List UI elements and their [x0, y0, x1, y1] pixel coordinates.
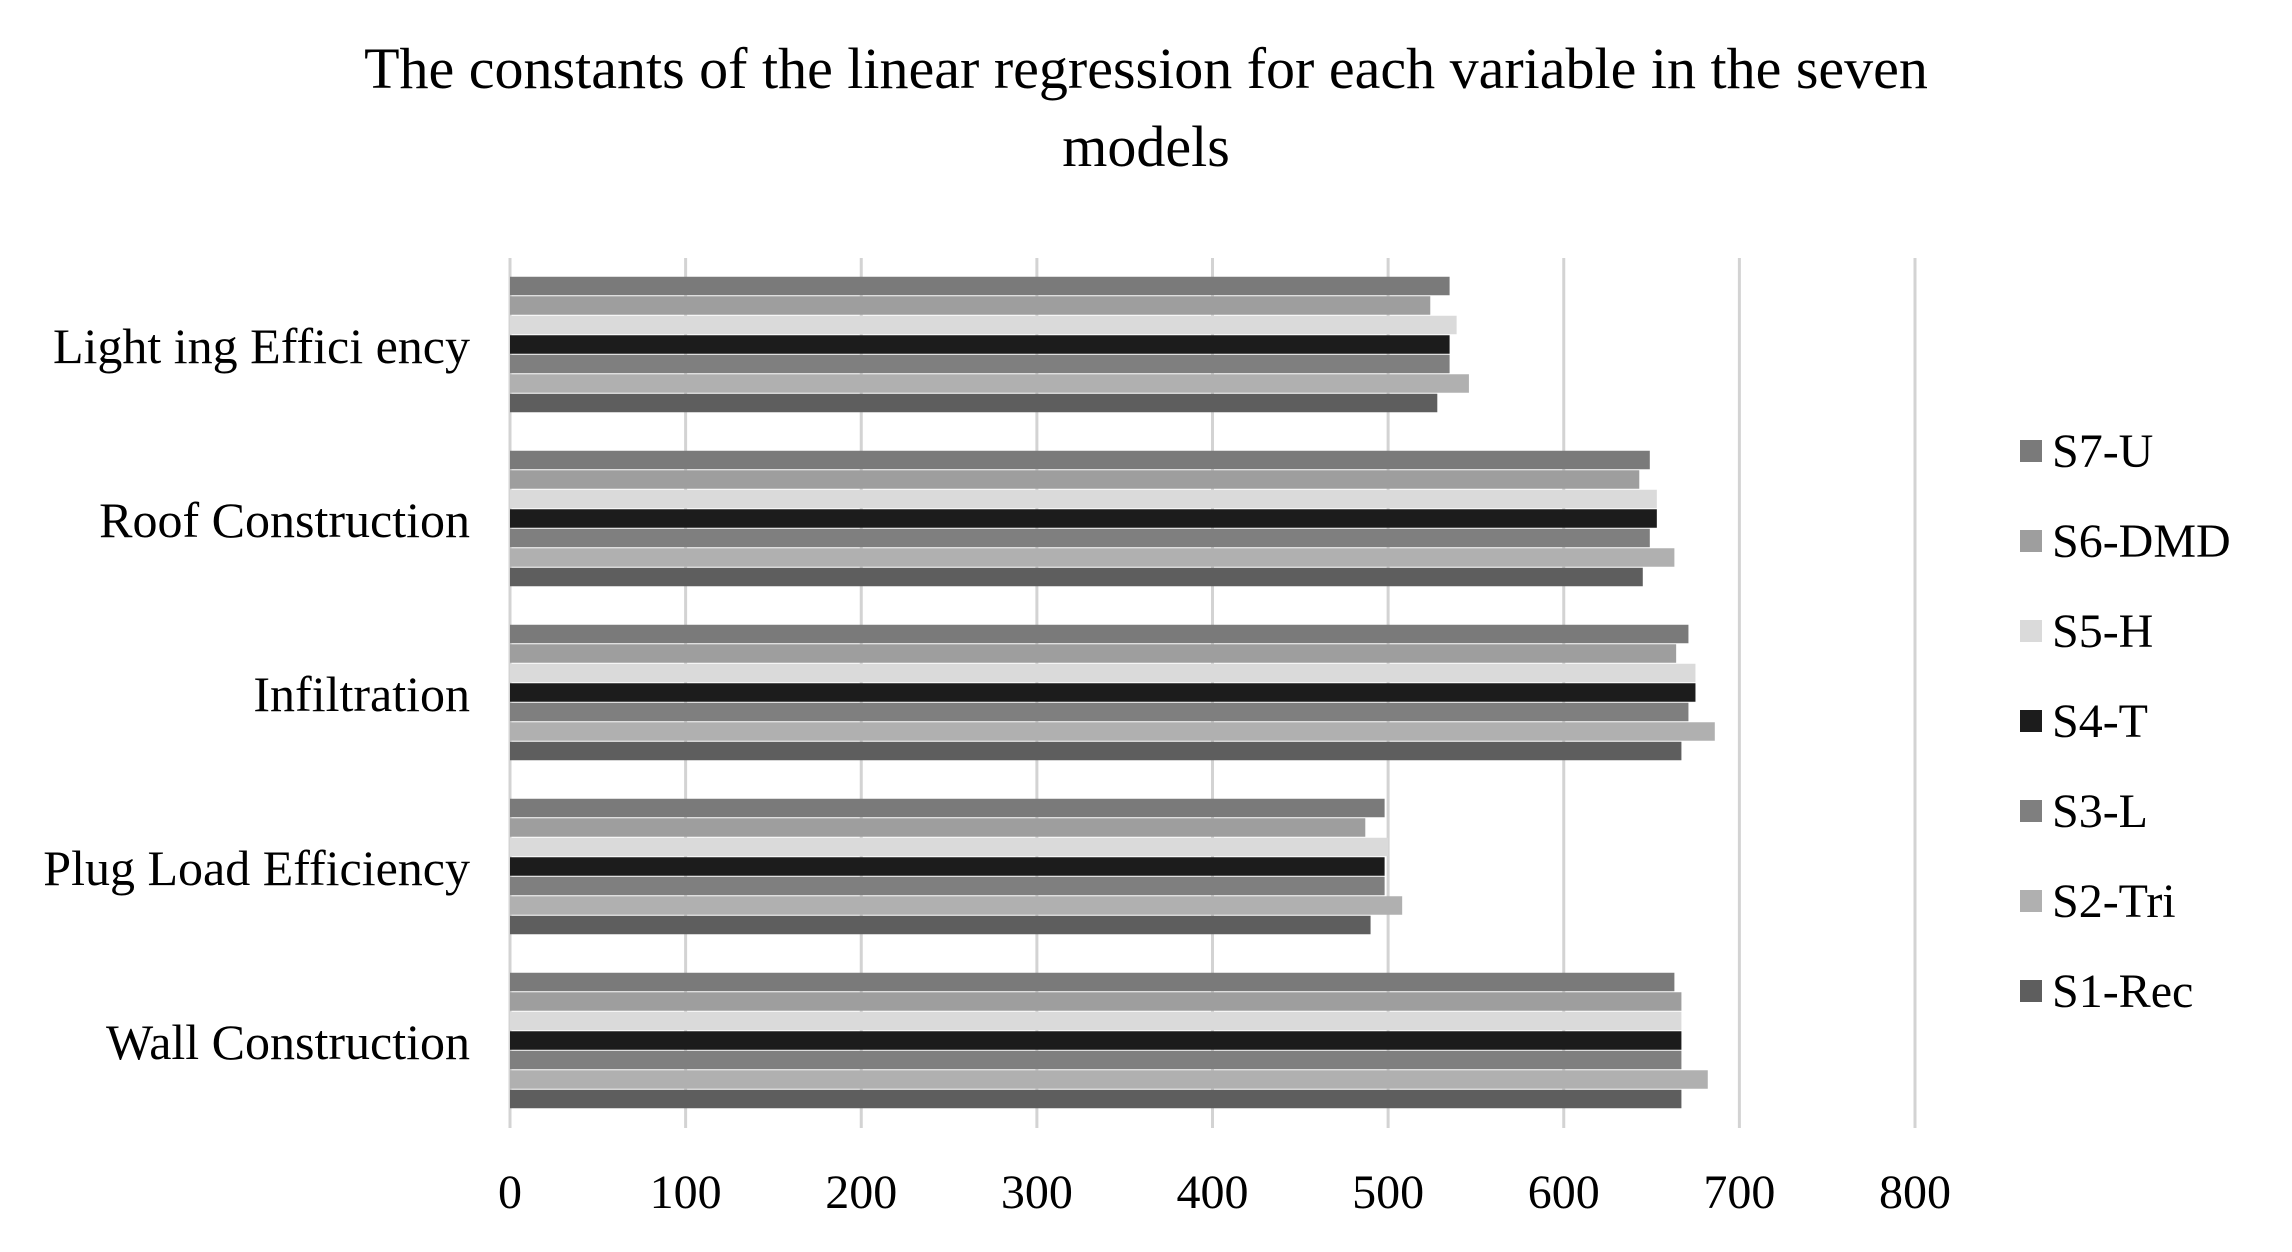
bar-s3-l-1 — [510, 528, 1650, 548]
bar-s2-tri-1 — [510, 548, 1675, 567]
bar-s1-rec-4 — [510, 1089, 1682, 1109]
legend-swatch-s7-u — [2020, 440, 2042, 462]
category-label-1: Roof Construction — [99, 492, 470, 548]
bar-s3-l-0 — [510, 354, 1450, 374]
chart-title-line-1: The constants of the linear regression f… — [364, 36, 1928, 101]
chart-title: The constants of the linear regression f… — [0, 30, 2292, 186]
bar-s7-u-1 — [510, 450, 1650, 470]
bar-s6-dmd-1 — [510, 470, 1640, 489]
x-tick-label-500: 500 — [1352, 1166, 1424, 1219]
bar-s5-h-2 — [510, 663, 1696, 683]
x-tick-label-0: 0 — [498, 1166, 522, 1219]
bar-s6-dmd-0 — [510, 296, 1431, 315]
bar-s4-t-0 — [510, 335, 1450, 354]
bar-s5-h-3 — [510, 837, 1389, 857]
bar-s1-rec-0 — [510, 393, 1438, 413]
category-label-4: Wall Construction — [106, 1014, 470, 1070]
bar-s6-dmd-3 — [510, 818, 1366, 837]
x-tick-label-100: 100 — [650, 1166, 722, 1219]
bar-s2-tri-0 — [510, 374, 1469, 393]
legend-label-s4-t: S4-T — [2052, 695, 2148, 748]
category-label-3: Plug Load Efficiency — [43, 840, 470, 896]
bar-s7-u-0 — [510, 276, 1450, 296]
bar-s5-h-4 — [510, 1011, 1682, 1031]
bar-s4-t-4 — [510, 1031, 1682, 1050]
legend-label-s5-h: S5-H — [2052, 605, 2153, 658]
x-tick-label-700: 700 — [1703, 1166, 1775, 1219]
legend-label-s3-l: S3-L — [2052, 785, 2148, 838]
bar-s2-tri-3 — [510, 896, 1403, 915]
legend-swatch-s6-dmd — [2020, 530, 2042, 552]
legend-swatch-s2-tri — [2020, 890, 2042, 912]
bar-s2-tri-2 — [510, 722, 1715, 741]
legend-swatch-s1-rec — [2020, 980, 2042, 1002]
bar-s6-dmd-2 — [510, 644, 1677, 663]
bar-s4-t-3 — [510, 857, 1385, 876]
category-label-0: Light ing Effici ency — [53, 318, 470, 374]
bar-s3-l-2 — [510, 702, 1689, 722]
bar-s4-t-1 — [510, 509, 1657, 528]
bar-s7-u-2 — [510, 624, 1689, 644]
bar-s7-u-4 — [510, 972, 1675, 992]
bar-s1-rec-1 — [510, 567, 1643, 587]
bar-s5-h-0 — [510, 315, 1457, 335]
bar-s7-u-3 — [510, 798, 1385, 818]
bar-s2-tri-4 — [510, 1070, 1708, 1089]
bar-s4-t-2 — [510, 683, 1696, 702]
bar-s1-rec-2 — [510, 741, 1682, 761]
x-tick-label-400: 400 — [1177, 1166, 1249, 1219]
x-tick-label-800: 800 — [1879, 1166, 1951, 1219]
legend-swatch-s5-h — [2020, 620, 2042, 642]
legend-label-s7-u: S7-U — [2052, 425, 2153, 478]
chart-title-line-2: models — [1062, 114, 1230, 179]
bar-s3-l-3 — [510, 876, 1385, 896]
x-tick-label-600: 600 — [1528, 1166, 1600, 1219]
bar-s6-dmd-4 — [510, 992, 1682, 1011]
legend-label-s6-dmd: S6-DMD — [2052, 515, 2231, 568]
category-label-2: Infiltration — [253, 666, 470, 722]
legend-label-s1-rec: S1-Rec — [2052, 965, 2193, 1018]
bar-s3-l-4 — [510, 1050, 1682, 1070]
bar-s5-h-1 — [510, 489, 1657, 509]
legend-label-s2-tri: S2-Tri — [2052, 875, 2176, 928]
legend-swatch-s4-t — [2020, 710, 2042, 732]
bar-s1-rec-3 — [510, 915, 1371, 935]
legend-swatch-s3-l — [2020, 800, 2042, 822]
x-tick-label-200: 200 — [825, 1166, 897, 1219]
x-tick-label-300: 300 — [1001, 1166, 1073, 1219]
